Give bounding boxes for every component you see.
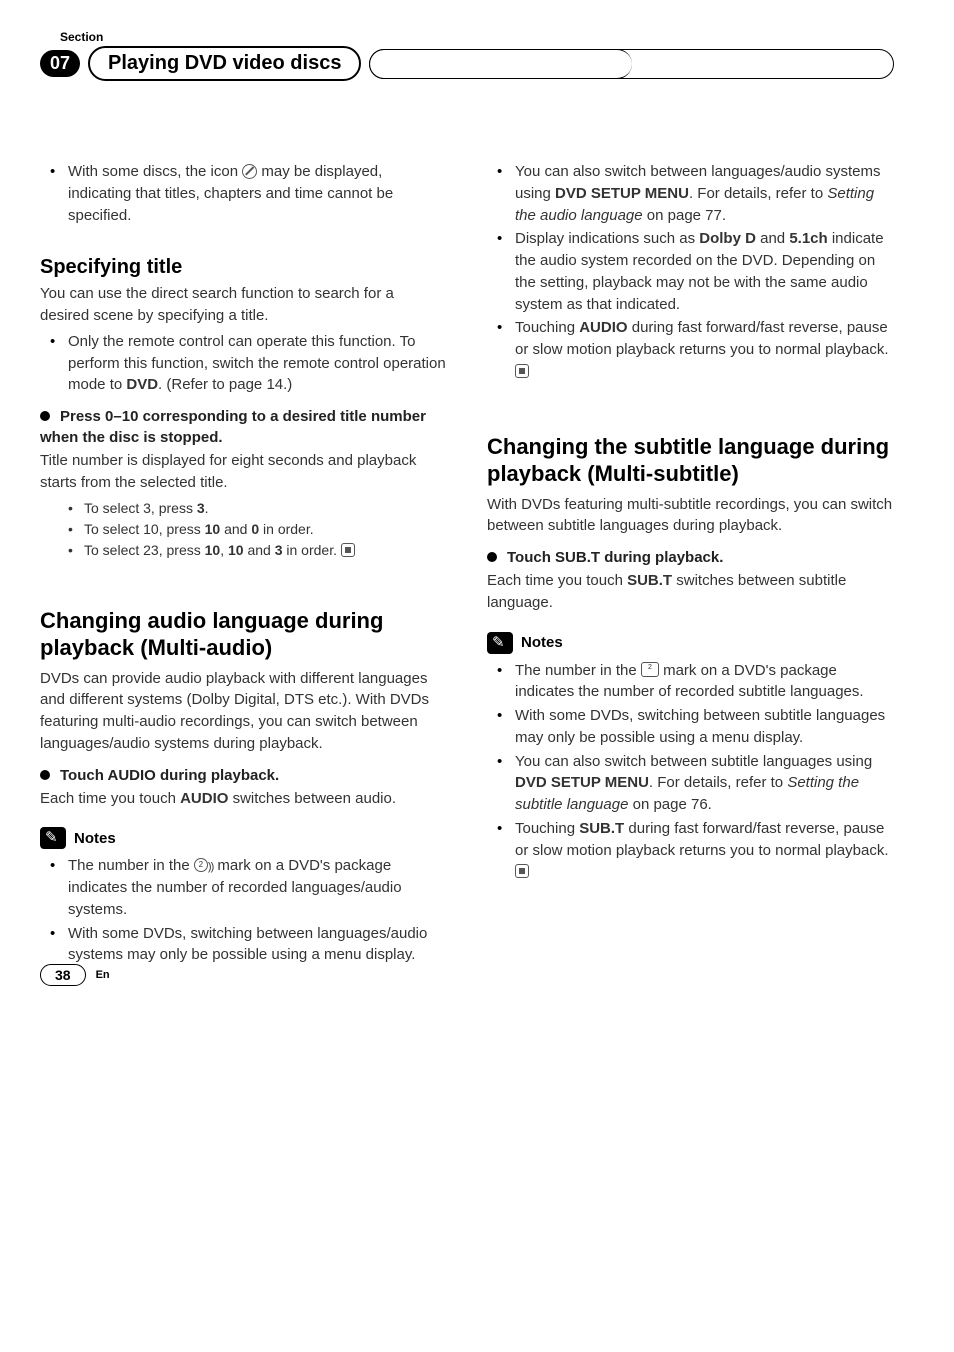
notes-icon — [40, 827, 66, 849]
heading-specifying-title: Specifying title — [40, 256, 447, 279]
list-item: With some DVDs, switching between subtit… — [487, 705, 894, 749]
heading-multi-audio: Changing audio language during playback … — [40, 607, 447, 662]
intro-notes: With some discs, the icon may be display… — [40, 161, 447, 226]
notes-icon — [487, 632, 513, 654]
bullet-dot-icon — [487, 552, 497, 562]
step-line: Touch SUB.T during playback. — [487, 547, 894, 568]
page-footer: 38 En — [40, 964, 110, 986]
list-item: To select 3, press 3. — [40, 498, 447, 519]
subtitle-notes: The number in the 2… mark on a DVD's pac… — [487, 660, 894, 884]
section-label: Section — [60, 30, 894, 44]
paragraph: With DVDs featuring multi-subtitle recor… — [487, 494, 894, 538]
audio-notes-cont: You can also switch between languages/au… — [487, 161, 894, 383]
notes-header: Notes — [487, 632, 894, 654]
end-section-icon — [515, 864, 529, 878]
right-column: You can also switch between languages/au… — [487, 161, 894, 976]
page-lang: En — [96, 969, 110, 981]
content-columns: With some discs, the icon may be display… — [40, 161, 894, 976]
paragraph: Each time you touch AUDIO switches betwe… — [40, 788, 447, 810]
step-line: Touch AUDIO during playback. — [40, 765, 447, 786]
step-line: Press 0–10 corresponding to a desired ti… — [40, 406, 447, 448]
chapter-title-pill: Playing DVD video discs — [88, 46, 361, 81]
heading-multi-subtitle: Changing the subtitle language during pl… — [487, 433, 894, 488]
spec-bullets: Only the remote control can operate this… — [40, 331, 447, 396]
end-section-icon — [515, 364, 529, 378]
end-section-icon — [341, 543, 355, 557]
paragraph: Title number is displayed for eight seco… — [40, 450, 447, 494]
header-decoration — [369, 49, 894, 79]
list-item: You can also switch between languages/au… — [487, 161, 894, 226]
notes-label: Notes — [521, 634, 563, 651]
audio-mark-icon: 2 — [194, 858, 208, 872]
notes-label: Notes — [74, 830, 116, 847]
bullet-dot-icon — [40, 770, 50, 780]
select-examples: To select 3, press 3. To select 10, pres… — [40, 498, 447, 561]
list-item: To select 10, press 10 and 0 in order. — [40, 519, 447, 540]
list-item: The number in the 2)) mark on a DVD's pa… — [40, 855, 447, 920]
manual-page: Section 07 Playing DVD video discs With … — [0, 0, 954, 1016]
audio-notes: The number in the 2)) mark on a DVD's pa… — [40, 855, 447, 966]
page-number: 38 — [40, 964, 86, 986]
paragraph: DVDs can provide audio playback with dif… — [40, 668, 447, 755]
list-item: Touching SUB.T during fast forward/fast … — [487, 818, 894, 883]
list-item: With some discs, the icon may be display… — [40, 161, 447, 226]
list-item: With some DVDs, switching between langua… — [40, 923, 447, 967]
section-number-pill: 07 — [40, 50, 80, 77]
list-item: Display indications such as Dolby D and … — [487, 228, 894, 315]
list-item: Touching AUDIO during fast forward/fast … — [487, 317, 894, 382]
header-row: 07 Playing DVD video discs — [40, 46, 894, 81]
list-item: To select 23, press 10, 10 and 3 in orde… — [40, 540, 447, 561]
bullet-dot-icon — [40, 411, 50, 421]
paragraph: Each time you touch SUB.T switches betwe… — [487, 570, 894, 614]
prohibit-icon — [242, 164, 257, 179]
subtitle-mark-icon: 2… — [641, 662, 659, 677]
list-item: The number in the 2… mark on a DVD's pac… — [487, 660, 894, 704]
list-item: Only the remote control can operate this… — [40, 331, 447, 396]
list-item: You can also switch between subtitle lan… — [487, 751, 894, 816]
notes-header: Notes — [40, 827, 447, 849]
paragraph: You can use the direct search function t… — [40, 283, 447, 327]
left-column: With some discs, the icon may be display… — [40, 161, 447, 976]
